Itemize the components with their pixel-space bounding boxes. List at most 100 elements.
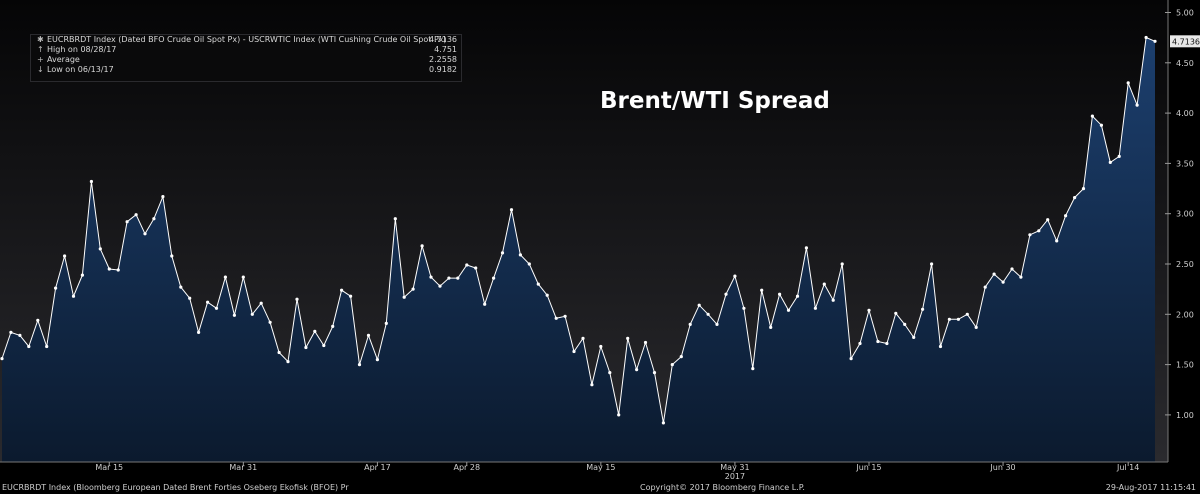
legend-row-series: ✱ EUCRBRDT Index (Dated BFO Crude Oil Spo… (31, 35, 461, 45)
data-point (98, 247, 102, 251)
data-point (170, 254, 174, 258)
data-point (80, 273, 84, 277)
data-point (152, 217, 156, 221)
data-point (366, 333, 371, 337)
data-point (742, 306, 746, 310)
data-point (608, 371, 612, 375)
footer-security-description: EUCRBRDT Index (Bloomberg European Dated… (2, 483, 349, 492)
data-point (670, 363, 674, 367)
data-point (894, 311, 898, 315)
data-point (635, 368, 639, 372)
data-point (804, 246, 809, 250)
data-point (947, 317, 952, 321)
data-point (733, 274, 737, 278)
data-point (1010, 267, 1014, 271)
data-point (617, 413, 621, 417)
data-point (938, 344, 943, 349)
data-point (295, 297, 299, 301)
data-point (822, 282, 826, 286)
data-point (214, 306, 219, 310)
data-point (885, 341, 889, 346)
data-point (581, 336, 585, 340)
legend-series-label: EUCRBRDT Index (Dated BFO Crude Oil Spot… (47, 35, 447, 44)
data-point (974, 325, 978, 329)
data-point (197, 330, 201, 334)
data-point (706, 312, 710, 316)
data-point (903, 322, 907, 326)
data-point (1037, 229, 1041, 233)
data-point (751, 367, 755, 371)
x-tick-label: May 15 (586, 463, 615, 472)
data-point (778, 292, 782, 296)
data-point (652, 371, 657, 375)
x-tick-label: Mar 15 (95, 463, 123, 472)
data-point (447, 276, 451, 280)
data-point (474, 266, 478, 270)
data-point (9, 330, 13, 334)
y-tick-label: 3.00 (1176, 210, 1194, 219)
data-point (492, 276, 496, 280)
data-point (688, 322, 692, 326)
data-point (661, 421, 666, 425)
legend-low-label: Low on 06/13/17 (47, 65, 114, 74)
data-point (1064, 214, 1068, 218)
data-point (18, 333, 22, 337)
data-point (786, 308, 791, 312)
data-point (161, 195, 165, 199)
data-point (1081, 187, 1086, 191)
average-plus-icon: + (37, 55, 44, 64)
data-point (393, 217, 397, 221)
data-point (1144, 35, 1148, 40)
data-point (206, 300, 210, 304)
data-point (849, 357, 853, 361)
data-point (179, 285, 183, 289)
x-tick-label: Jun 30 (989, 463, 1015, 472)
data-point (965, 312, 969, 316)
data-point (1108, 160, 1112, 164)
data-point (679, 355, 683, 359)
data-point (840, 262, 844, 266)
data-point (438, 284, 442, 288)
data-point (349, 294, 353, 298)
data-point (465, 263, 469, 267)
data-point (554, 316, 558, 320)
data-point (331, 324, 335, 328)
data-point (867, 308, 871, 312)
data-point (536, 282, 540, 286)
data-point (375, 358, 379, 362)
data-point (1019, 275, 1023, 279)
data-point (27, 344, 31, 349)
last-value-label: 4.7136 (1172, 37, 1200, 46)
data-point (715, 322, 719, 326)
data-point (277, 350, 281, 355)
x-tick-label: Jul 14 (1116, 463, 1139, 472)
data-point (572, 349, 576, 354)
data-point (188, 296, 192, 300)
data-point (545, 293, 549, 297)
data-point (259, 301, 263, 305)
data-point (116, 268, 120, 272)
data-point (1090, 114, 1094, 118)
data-point (697, 303, 701, 307)
legend-average-value: 2.2558 (429, 55, 457, 64)
data-point (45, 344, 49, 349)
data-point (429, 275, 433, 279)
data-point (304, 345, 308, 350)
y-tick-label: 5.00 (1176, 9, 1194, 18)
y-tick-label: 2.50 (1176, 260, 1194, 269)
data-point (125, 220, 129, 224)
data-point (921, 307, 925, 311)
x-tick-label: Apr 28 (453, 463, 480, 472)
data-point (223, 275, 227, 279)
y-tick-label: 4.00 (1176, 109, 1194, 118)
y-tick-label: 4.50 (1176, 59, 1194, 68)
x-tick-label: Jun 15 (855, 463, 881, 472)
y-tick-label: 2.00 (1176, 310, 1194, 319)
data-point (1153, 39, 1157, 43)
data-point (1046, 218, 1050, 222)
data-point (724, 292, 728, 296)
series-line (1, 36, 1156, 423)
data-point (643, 340, 648, 345)
series-marker-icon: ✱ (37, 35, 44, 44)
data-point (831, 298, 835, 302)
